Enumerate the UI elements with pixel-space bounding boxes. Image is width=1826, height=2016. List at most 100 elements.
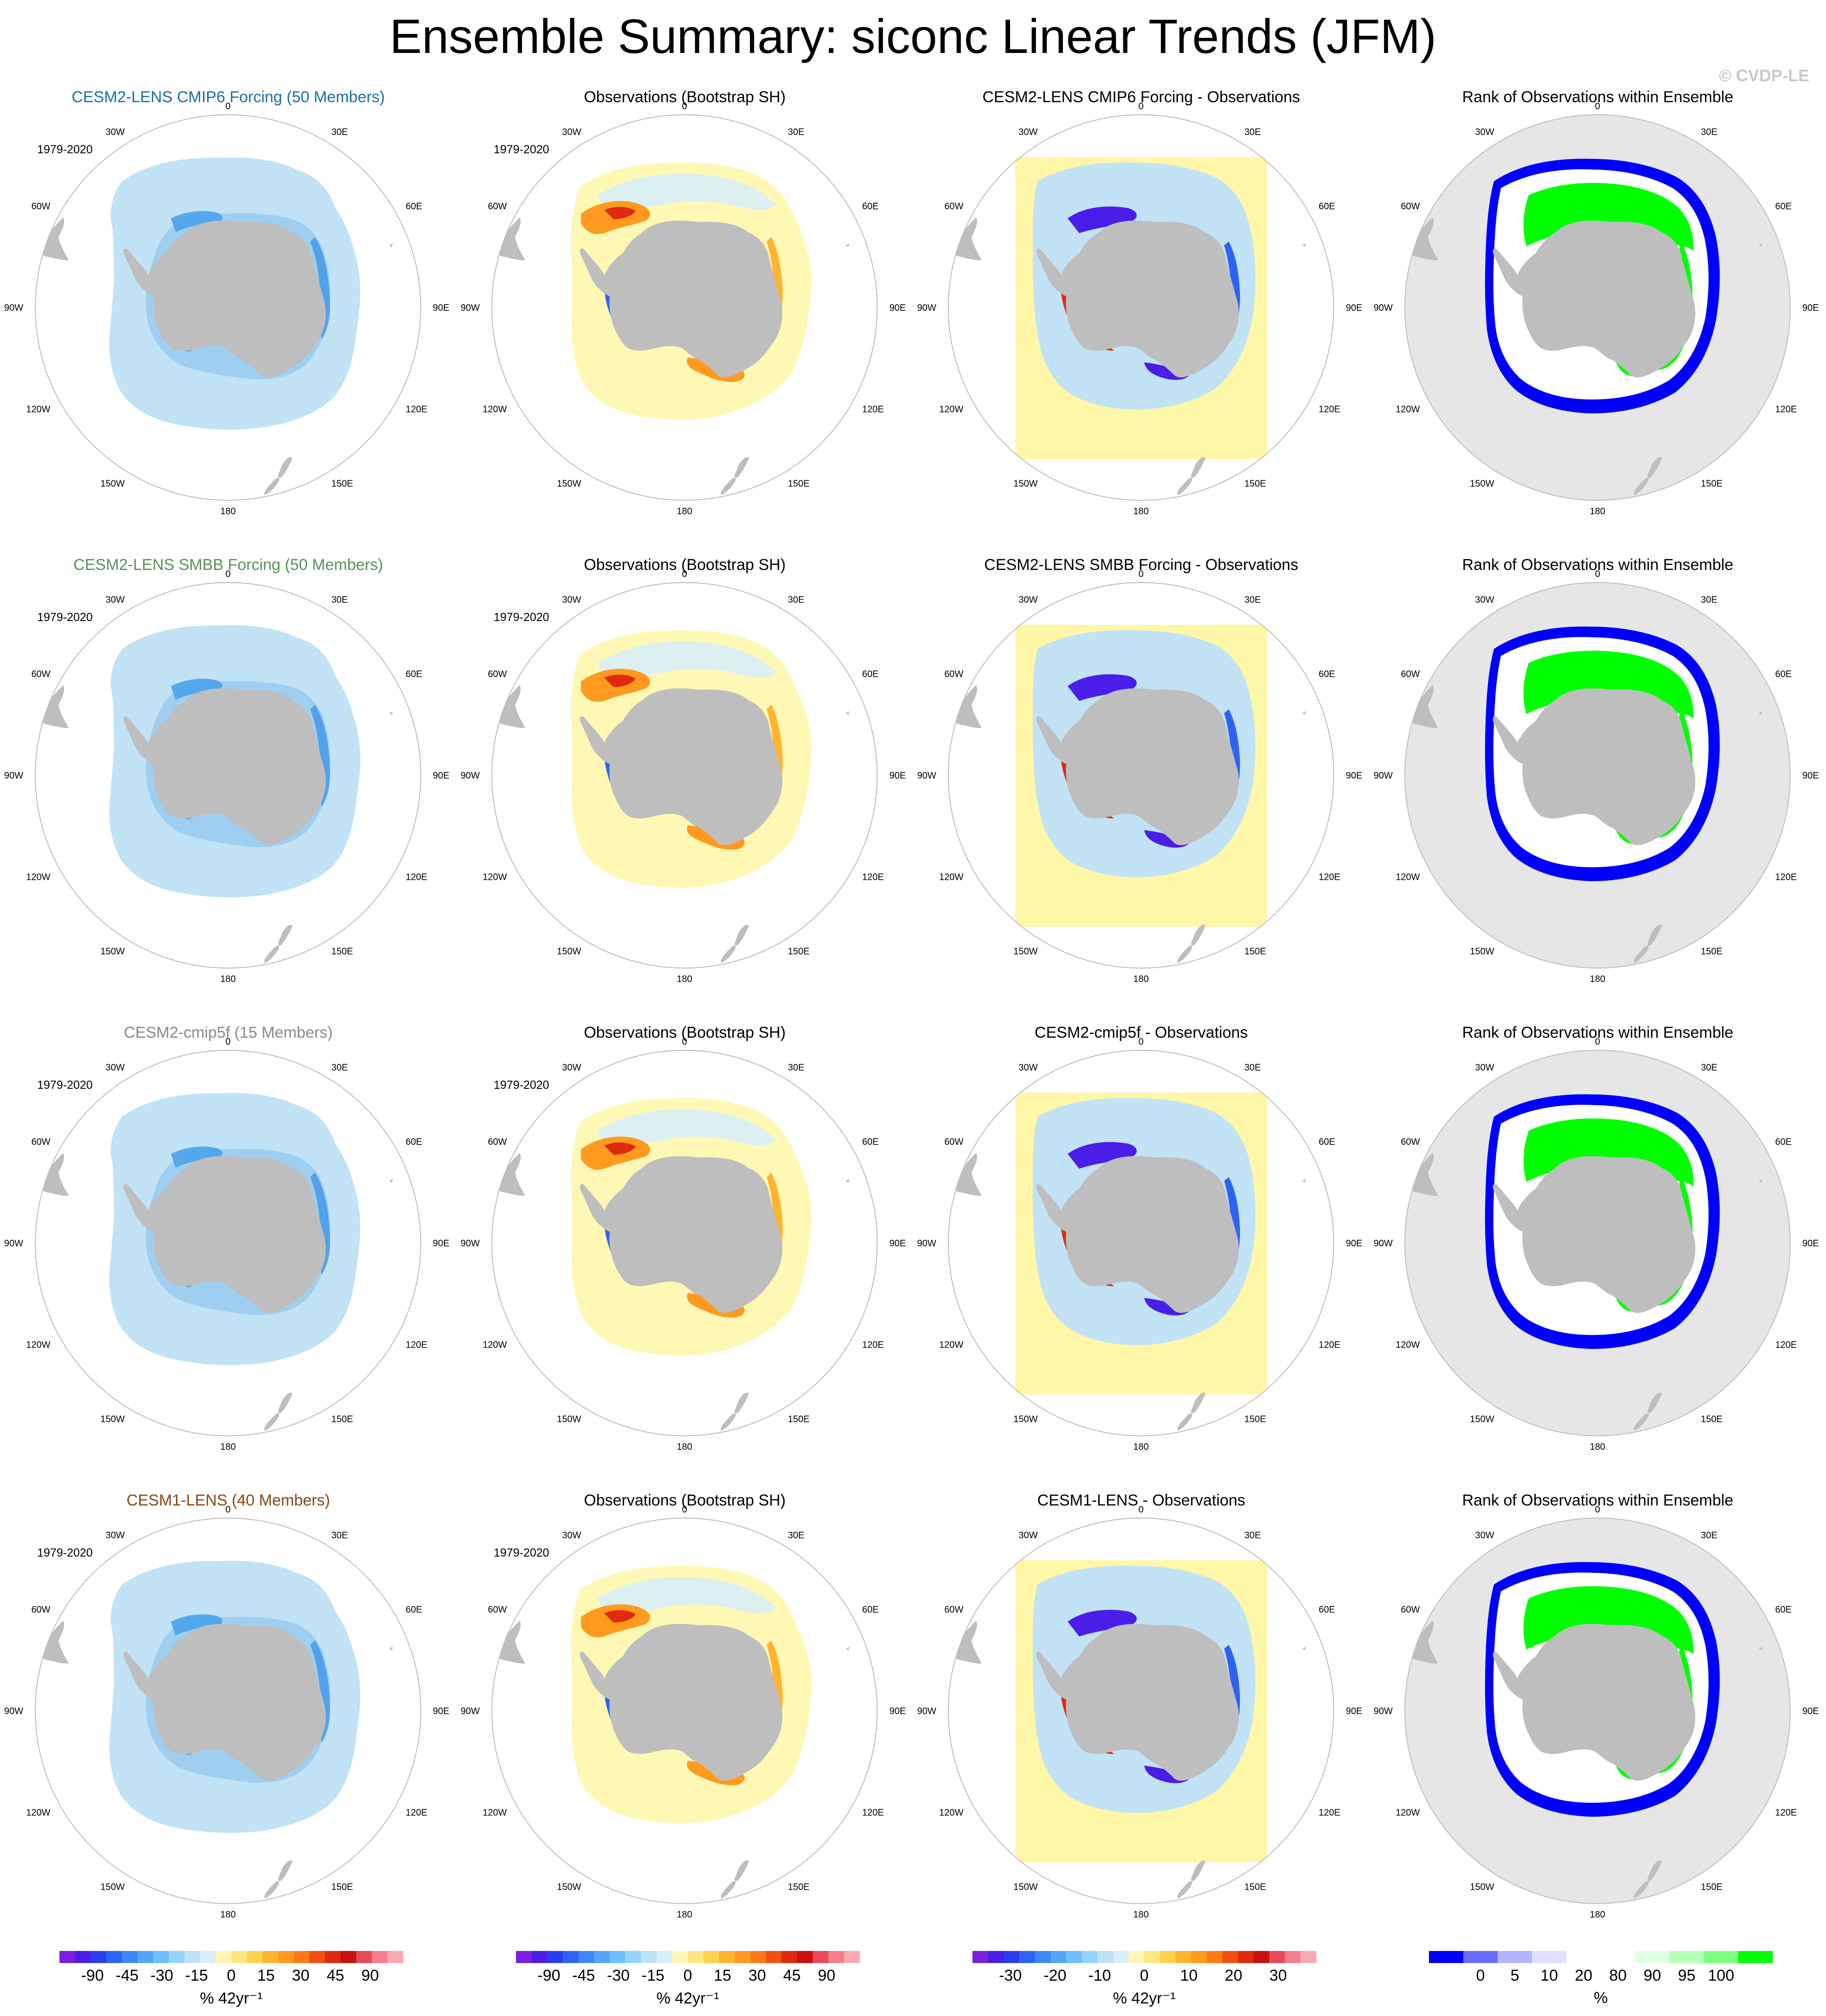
polar-map: 0 180 30E 30W 60E 60W 90E 90W 120E 120W 150E 150W (461, 1033, 906, 1470)
lon-label-90e: 90E (1346, 303, 1363, 313)
lon-label-60e: 60E (1318, 669, 1335, 680)
weddell-decline-patch (171, 679, 222, 700)
lon-label-30w: 30W (562, 595, 581, 605)
lon-label-30w: 30W (105, 1531, 124, 1541)
colorbar-tick-label: -10 (1088, 1967, 1111, 1984)
antarctic-peninsula (1036, 248, 1066, 296)
weddell-strong-increase (604, 674, 636, 687)
map-content (1405, 583, 1790, 968)
polar-map-svg: 0 180 30E 30W 60E 60W 90E 90W 120E 120W 150E 150W (461, 101, 906, 517)
antarctic-peninsula (123, 1184, 153, 1232)
lon-label-60w: 60W (944, 1605, 963, 1615)
polar-map: 0 180 30E 30W 60E 60W 90E 90W 120E 120W 150E 150W (1374, 1033, 1819, 1470)
colorbar-swatch (1035, 1951, 1051, 1963)
map-content (1405, 115, 1790, 500)
polar-map-svg: 0 180 30E 30W 60E 60W 90E 90W 120E 120W 150E 150W (4, 1037, 450, 1452)
tasmania-land (1298, 1394, 1311, 1406)
weddell-strong-increase (604, 1610, 636, 1623)
lon-label-120e: 120E (1318, 1340, 1340, 1350)
lon-label-30w: 30W (1018, 1063, 1037, 1073)
lon-label-150e: 150E (1701, 946, 1723, 956)
polar-map-svg: 0 180 30E 30W 60E 60W 90E 90W 120E 120W 150E 150W (1374, 101, 1819, 517)
colorbar-swatch (703, 1951, 719, 1963)
polar-map: 0 180 30E 30W 60E 60W 90E 90W 120E 120W 150E 150W (461, 1501, 906, 1937)
colorbar-swatch (309, 1951, 326, 1963)
colorbar-swatch (1238, 1951, 1254, 1963)
colorbar-units-label: % (1593, 1989, 1608, 2007)
new-zealand-land (1634, 924, 1662, 963)
lon-label-0: 0 (225, 1505, 230, 1515)
lon-label-150w: 150W (1013, 1414, 1037, 1424)
lon-label-180: 180 (220, 974, 235, 984)
lon-label-120w: 120W (483, 405, 507, 415)
panel-diff-row1: CESM2-LENS CMIP6 Forcing - Observations 0… (913, 70, 1370, 538)
colorbar-swatch (325, 1951, 341, 1963)
kerguelen-island (389, 1647, 393, 1650)
lon-label-180: 180 (677, 1910, 692, 1920)
lon-label-90w: 90W (461, 303, 480, 313)
colorbar-tick-label: 10 (1180, 1967, 1198, 1984)
map-boundary-circle (491, 114, 878, 501)
colorbar-swatch (750, 1951, 766, 1963)
antarctica-land (1517, 1156, 1696, 1313)
colorbar-swatch (1113, 1951, 1129, 1963)
colorbar-swatch (1498, 1951, 1533, 1963)
kerguelen-island (1759, 711, 1762, 715)
weddell-negative-patch (1068, 206, 1137, 233)
lon-label-30e: 30E (1245, 1531, 1261, 1541)
lon-label-30w: 30W (1018, 595, 1037, 605)
new-zealand-land (264, 924, 293, 963)
colorbar-swatch (1269, 1951, 1285, 1963)
lon-label-60w: 60W (31, 202, 50, 212)
south-america-land (1408, 217, 1438, 261)
colorbar-swatch (781, 1951, 797, 1963)
panel-model-row2: CESM2-LENS SMBB Forcing (50 Members) 1979… (0, 537, 456, 1006)
kerguelen-island (389, 711, 393, 715)
colorbar-swatch (372, 1951, 388, 1963)
kerguelen-island (1759, 243, 1762, 247)
lon-label-30e: 30E (788, 595, 805, 605)
colorbar-swatch (688, 1951, 704, 1963)
lon-label-60w: 60W (31, 1137, 50, 1147)
new-zealand-land (264, 457, 293, 495)
colorbar-swatch (1463, 1951, 1498, 1963)
lon-label-30w: 30W (562, 127, 581, 137)
antarctica-land (1517, 220, 1696, 378)
lon-label-90w: 90W (461, 1706, 480, 1716)
colorbar-tick-label: 30 (749, 1967, 766, 1984)
lon-label-150e: 150E (1245, 1414, 1266, 1424)
colorbar-swatch (137, 1951, 154, 1963)
south-america-land (495, 1153, 525, 1196)
south-america-land (1408, 1153, 1438, 1196)
lon-label-60w: 60W (1401, 1137, 1420, 1147)
lon-label-60w: 60W (1401, 202, 1420, 212)
colorbar-tick-label: 30 (1269, 1967, 1287, 1984)
colorbar-swatch (1532, 1951, 1567, 1963)
colorbar-difference-svg: -30 -20 -10 0 10 20 30 (972, 1951, 1317, 1984)
lon-label-150w: 150W (1470, 1414, 1494, 1424)
antarctica-land (604, 220, 783, 378)
map-boundary-circle (1404, 1050, 1791, 1436)
weddell-strong-increase (604, 207, 636, 219)
weddell-negative-patch (1068, 1610, 1137, 1636)
polar-map: 0 180 30E 30W 60E 60W 90E 90W 120E 120W 150E 150W (1374, 98, 1819, 534)
map-content (38, 1561, 398, 1898)
lon-label-0: 0 (1138, 101, 1143, 111)
lon-label-60w: 60W (944, 1137, 963, 1147)
lon-label-60e: 60E (405, 669, 422, 680)
map-content (951, 625, 1311, 963)
colorbar-swatch (1144, 1951, 1161, 1963)
colorbar-swatch (594, 1951, 610, 1963)
colorbar-swatch (356, 1951, 372, 1963)
polar-map-svg: 0 180 30E 30W 60E 60W 90E 90W 120E 120W 150E 150W (461, 569, 906, 984)
polar-map: 0 180 30E 30W 60E 60W 90E 90W 120E 120W 150E 150W (1374, 1501, 1819, 1937)
lon-label-0: 0 (682, 101, 687, 111)
lon-label-30e: 30E (1245, 127, 1261, 137)
lon-label-150w: 150W (1470, 946, 1494, 956)
panel-title: CESM2-LENS CMIP6 Forcing (50 Members) (72, 88, 385, 106)
colorbar-swatch (1601, 1951, 1636, 1963)
colorbar-model-svg: -90 -45 -30 -15 0 15 30 45 90 (59, 1951, 404, 1984)
lon-label-30e: 30E (1245, 1063, 1261, 1073)
colorbar-swatch (169, 1951, 185, 1963)
tasmania-land (841, 1861, 855, 1873)
